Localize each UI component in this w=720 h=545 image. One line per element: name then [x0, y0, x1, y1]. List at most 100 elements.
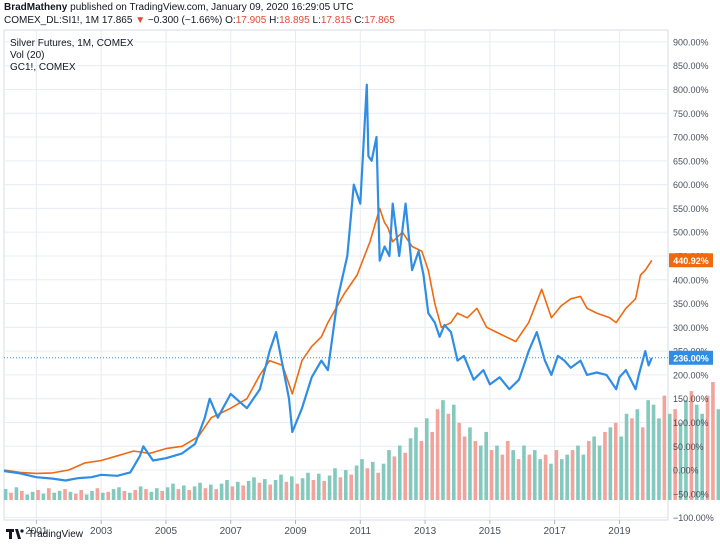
y-tick-label: 900.00%	[673, 37, 709, 47]
volume-bar	[36, 490, 40, 500]
volume-bar	[414, 427, 418, 500]
volume-bar	[608, 427, 613, 500]
volume-bar	[640, 427, 645, 500]
volume-bar	[576, 445, 580, 500]
volume-bar	[52, 492, 57, 500]
volume-bar	[111, 489, 116, 500]
down-arrow-icon: ▼	[135, 15, 146, 26]
volume-bar	[165, 487, 170, 500]
volume-bar	[284, 481, 289, 500]
volume-bar	[408, 438, 413, 500]
volume-bar	[387, 450, 391, 500]
volume-bar	[289, 476, 294, 500]
volume-bar	[446, 413, 451, 500]
volume-bar	[559, 459, 564, 500]
volume-bar	[430, 431, 434, 500]
volume-bar	[47, 488, 51, 500]
volume-bar	[176, 489, 181, 500]
volume-bar	[160, 490, 165, 500]
x-tick-label: 2005	[155, 526, 178, 537]
volume-bar	[570, 450, 575, 500]
volume-bar	[3, 489, 8, 500]
volume-bar	[522, 445, 526, 500]
volume-bar	[333, 468, 337, 500]
volume-bar	[549, 463, 553, 500]
x-tick-label: 2007	[220, 526, 243, 537]
volume-bar	[711, 382, 715, 500]
volume-bar	[316, 473, 321, 500]
volume-bar	[657, 418, 661, 500]
y-tick-label: 200.00%	[673, 370, 709, 380]
volume-bar	[462, 436, 467, 500]
volume-bar	[478, 445, 483, 500]
open-label: O:	[225, 15, 236, 26]
volume-bar	[451, 404, 456, 500]
x-axis: 2001 2003 2005 2007 2009 2011 2013 2015 2017 2019	[25, 520, 631, 537]
volume-bar	[354, 465, 359, 500]
volume-bar	[716, 409, 720, 500]
y-tick-label: 650.00%	[673, 156, 709, 166]
volume-bar	[678, 422, 683, 500]
volume-bar	[635, 409, 640, 500]
volume-bar	[630, 418, 634, 500]
volume-bar	[41, 493, 46, 500]
volume-bar	[327, 475, 332, 500]
volume-bar	[532, 450, 537, 500]
y-tick-label: −50.00%	[673, 489, 709, 499]
y-tick-label: 600.00%	[673, 180, 709, 190]
volume-bar	[662, 395, 667, 500]
volume-bar	[424, 418, 429, 500]
x-tick-label: 2019	[608, 526, 631, 537]
volume-bar	[322, 480, 326, 500]
volume-bar	[543, 454, 548, 500]
volume-bar	[435, 409, 440, 500]
y-tick-label: −100.00%	[673, 513, 714, 523]
volume-bar	[397, 445, 402, 500]
price-change: −0.300 (−1.66%)	[147, 15, 223, 26]
volume-bar	[360, 459, 364, 500]
silver-last-value-label: 236.00%	[673, 353, 709, 363]
volume-bar	[457, 422, 461, 500]
legend-silver-futures: Silver Futures, 1M, COMEX	[10, 38, 134, 49]
chart-header: BradMatheny published on TradingView.com…	[0, 0, 720, 28]
volume-bar	[273, 480, 278, 500]
last-value-tags: 440.92% 236.00%	[669, 253, 713, 365]
open-value: 17.905	[235, 15, 267, 26]
gold-last-value-tag	[669, 253, 713, 268]
volume-bar	[613, 422, 618, 500]
y-tick-label: 300.00%	[673, 323, 709, 333]
volume-bar	[63, 489, 67, 500]
y-tick-label: 700.00%	[673, 133, 709, 143]
y-tick-label: 400.00%	[673, 275, 709, 285]
volume-bar	[203, 488, 208, 500]
tradingview-logo-icon[interactable]	[6, 528, 24, 540]
volume-bar	[684, 400, 688, 500]
volume-bar	[144, 489, 148, 500]
close-value: 17.865	[364, 15, 395, 26]
author-name[interactable]: BradMatheny	[4, 2, 68, 13]
volume-bar	[268, 484, 272, 500]
chart-legend: Silver Futures, 1M, COMEX Vol (20) GC1!,…	[10, 38, 134, 73]
volume-bar	[392, 456, 397, 500]
ohlc-line: COMEX_DL:SI1!, 1M 17.865 ▼ −0.300 (−1.66…	[4, 15, 395, 27]
volume-bar	[603, 431, 607, 500]
volume-bar	[597, 445, 602, 500]
volume-bar	[700, 413, 704, 500]
volume-bar	[349, 474, 353, 500]
tradingview-brand[interactable]: TradingView	[28, 528, 84, 540]
volume-bar	[187, 490, 192, 500]
close-label: C:	[354, 15, 365, 26]
volume-bar	[14, 487, 19, 500]
volume-bar	[651, 404, 656, 500]
volume-bar	[90, 490, 94, 500]
y-tick-label: 100.00%	[673, 418, 709, 428]
volume-bar	[225, 480, 229, 500]
volume-bar	[468, 427, 472, 500]
x-tick-label: 2015	[479, 526, 502, 537]
y-tick-label: 550.00%	[673, 204, 709, 214]
volume-bar	[500, 454, 505, 500]
volume-bar	[241, 485, 245, 500]
volume-bar	[262, 479, 267, 500]
silver-series-line	[3, 83, 653, 482]
